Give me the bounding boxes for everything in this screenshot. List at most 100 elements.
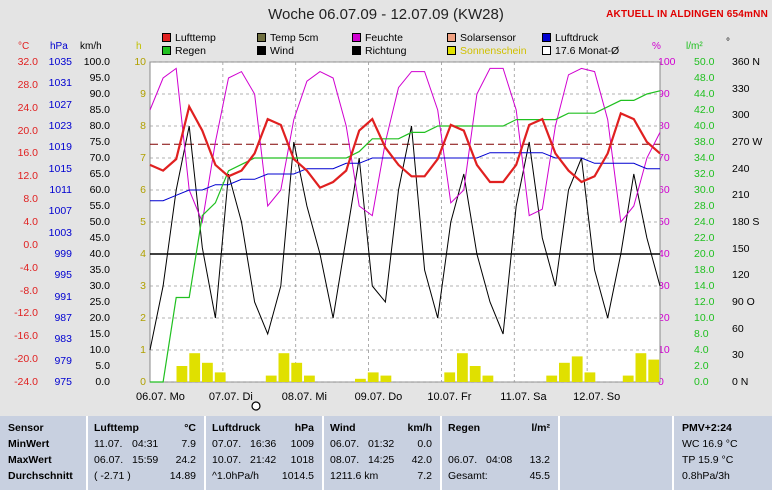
- pressure-tick: 1007: [48, 205, 72, 218]
- x-tick-label: 06.07. Mo: [136, 391, 185, 403]
- direction-tick: 270 W: [732, 136, 763, 148]
- sunshine-bar: [291, 362, 303, 382]
- legend-regen: Regen: [162, 45, 206, 57]
- humidity-tick: 50: [658, 216, 670, 228]
- sun-tick: 10: [134, 56, 146, 68]
- temp-tick: -12.0: [14, 307, 38, 320]
- legend-label: Solarsensor: [460, 32, 517, 44]
- rain-tick: 28.0: [694, 200, 715, 212]
- unit-wind: km/h: [407, 422, 432, 434]
- wind-tick: 5.0: [95, 360, 110, 372]
- col-pmv: PMV+2:24 WC 16.9 °C TP 15.9 °C 0.8hPa/3h: [672, 416, 772, 490]
- x-tick-label: 08.07. Mi: [282, 391, 327, 403]
- luftdruck-min-val: 1009: [290, 438, 314, 450]
- regen-r1-time: 04:08: [486, 454, 513, 466]
- sunshine-bar: [367, 372, 379, 382]
- direction-tick: 300: [732, 109, 750, 122]
- legend-richtung: Richtung: [352, 45, 406, 57]
- legend-swatch: [542, 46, 551, 55]
- sunshine-bar: [202, 362, 213, 382]
- sun-tick: 2: [140, 312, 146, 324]
- rain-tick: 22.0: [694, 232, 715, 244]
- wind-avg-val: 7.2: [417, 470, 432, 482]
- pressure-tick: 1031: [48, 77, 72, 90]
- luftdruck-min-date: 07.07.: [212, 438, 242, 450]
- pmv-trend: 0.8hPa/3h: [682, 470, 730, 482]
- direction-tick: 0 N: [732, 376, 749, 388]
- regen-r1-val: 13.2: [529, 454, 550, 466]
- legend-swatch: [257, 33, 266, 42]
- lufttemp-min-val: 7.9: [181, 438, 196, 450]
- pressure-tick: 1035: [48, 56, 72, 68]
- direction-tick: 30: [732, 349, 744, 362]
- humidity-tick: 30: [658, 280, 670, 292]
- wind-tick: 50.0: [89, 216, 110, 228]
- sun-tick: 0: [140, 376, 146, 388]
- rain-tick: 8.0: [694, 328, 709, 340]
- stats-table: Sensor MinWert MaxWert Durchschnitt Luft…: [0, 416, 772, 490]
- temp-tick: -24.0: [14, 376, 38, 388]
- temp-tick: 8.0: [23, 193, 38, 206]
- wind-tick: 65.0: [89, 168, 110, 180]
- temp-tick: 12.0: [17, 170, 38, 183]
- sunshine-bar: [214, 372, 226, 382]
- sunshine-bar: [176, 366, 188, 382]
- pressure-tick: 975: [54, 376, 72, 388]
- rain-tick: 12.0: [694, 296, 715, 308]
- pressure-tick: 979: [54, 354, 72, 367]
- luftdruck-min-time: 16:36: [250, 438, 277, 450]
- pressure-tick: 999: [54, 248, 72, 260]
- x-tick-label: 12.07. So: [573, 391, 620, 403]
- rain-tick: 34.0: [694, 152, 715, 164]
- wind-tick: 60.0: [89, 184, 110, 196]
- sunshine-bar: [622, 375, 634, 382]
- wind-min-val: 0.0: [417, 438, 432, 450]
- axis-head-temp: °C: [18, 41, 30, 52]
- wind-tick: 15.0: [89, 328, 110, 340]
- sun-tick: 4: [140, 248, 146, 260]
- lufttemp-max-time: 15:59: [132, 454, 159, 466]
- legend-luftdruck: Luftdruck: [542, 32, 598, 44]
- humidity-tick: 70: [658, 152, 670, 164]
- sunshine-bar: [482, 375, 494, 382]
- col-spacer: [560, 416, 672, 490]
- direction-tick: 90 O: [732, 296, 755, 308]
- label-max: MaxWert: [8, 454, 52, 466]
- legend-wind: Wind: [257, 45, 294, 57]
- col-luftdruck: Luftdruck hPa 07.07. 16:36 1009 10.07. 2…: [206, 416, 324, 490]
- series-line-feuchte: [149, 67, 661, 224]
- sunshine-bar: [648, 359, 660, 382]
- location-notice: AKTUELL IN ALDINGEN 654mNN: [606, 9, 768, 20]
- pmv-wc: WC 16.9 °C: [682, 438, 738, 450]
- sun-tick: 8: [140, 120, 146, 132]
- pressure-tick: 1019: [48, 141, 72, 154]
- header-lufttemp: Lufttemp: [94, 422, 139, 434]
- legend-label: Richtung: [365, 45, 407, 57]
- direction-tick: 210: [732, 189, 750, 202]
- rain-tick: 2.0: [694, 360, 709, 372]
- x-tick-label: 07.07. Di: [209, 391, 253, 403]
- col-wind: Wind km/h 06.07. 01:32 0.0 08.07. 14:25 …: [324, 416, 442, 490]
- lufttemp-max-val: 24.2: [175, 454, 196, 466]
- wind-max-val: 42.0: [411, 454, 432, 466]
- header-sensor: Sensor: [8, 422, 44, 434]
- legend-label: 17.6 Monat-Ø: [555, 45, 620, 57]
- humidity-tick: 10: [658, 344, 670, 356]
- legend-swatch: [257, 46, 266, 55]
- wind-tick: 80.0: [89, 120, 110, 132]
- x-tick-label: 10.07. Fr: [427, 391, 471, 403]
- regen-total-val: 45.5: [529, 470, 550, 482]
- rain-tick: 40.0: [694, 120, 715, 132]
- header-luftdruck: Luftdruck: [212, 422, 261, 434]
- sun-tick: 5: [140, 216, 146, 228]
- wind-tick: 20.0: [89, 312, 110, 324]
- now-marker: [251, 401, 261, 411]
- sunshine-bar: [355, 378, 366, 382]
- legend-label: Feuchte: [365, 32, 403, 44]
- pressure-tick: 1015: [48, 162, 72, 175]
- rain-tick: 50.0: [694, 56, 715, 68]
- axis-head-h: h: [136, 41, 142, 52]
- temp-tick: 16.0: [17, 147, 38, 160]
- pressure-tick: 1011: [49, 184, 72, 196]
- legend-label: Temp 5cm: [270, 32, 319, 44]
